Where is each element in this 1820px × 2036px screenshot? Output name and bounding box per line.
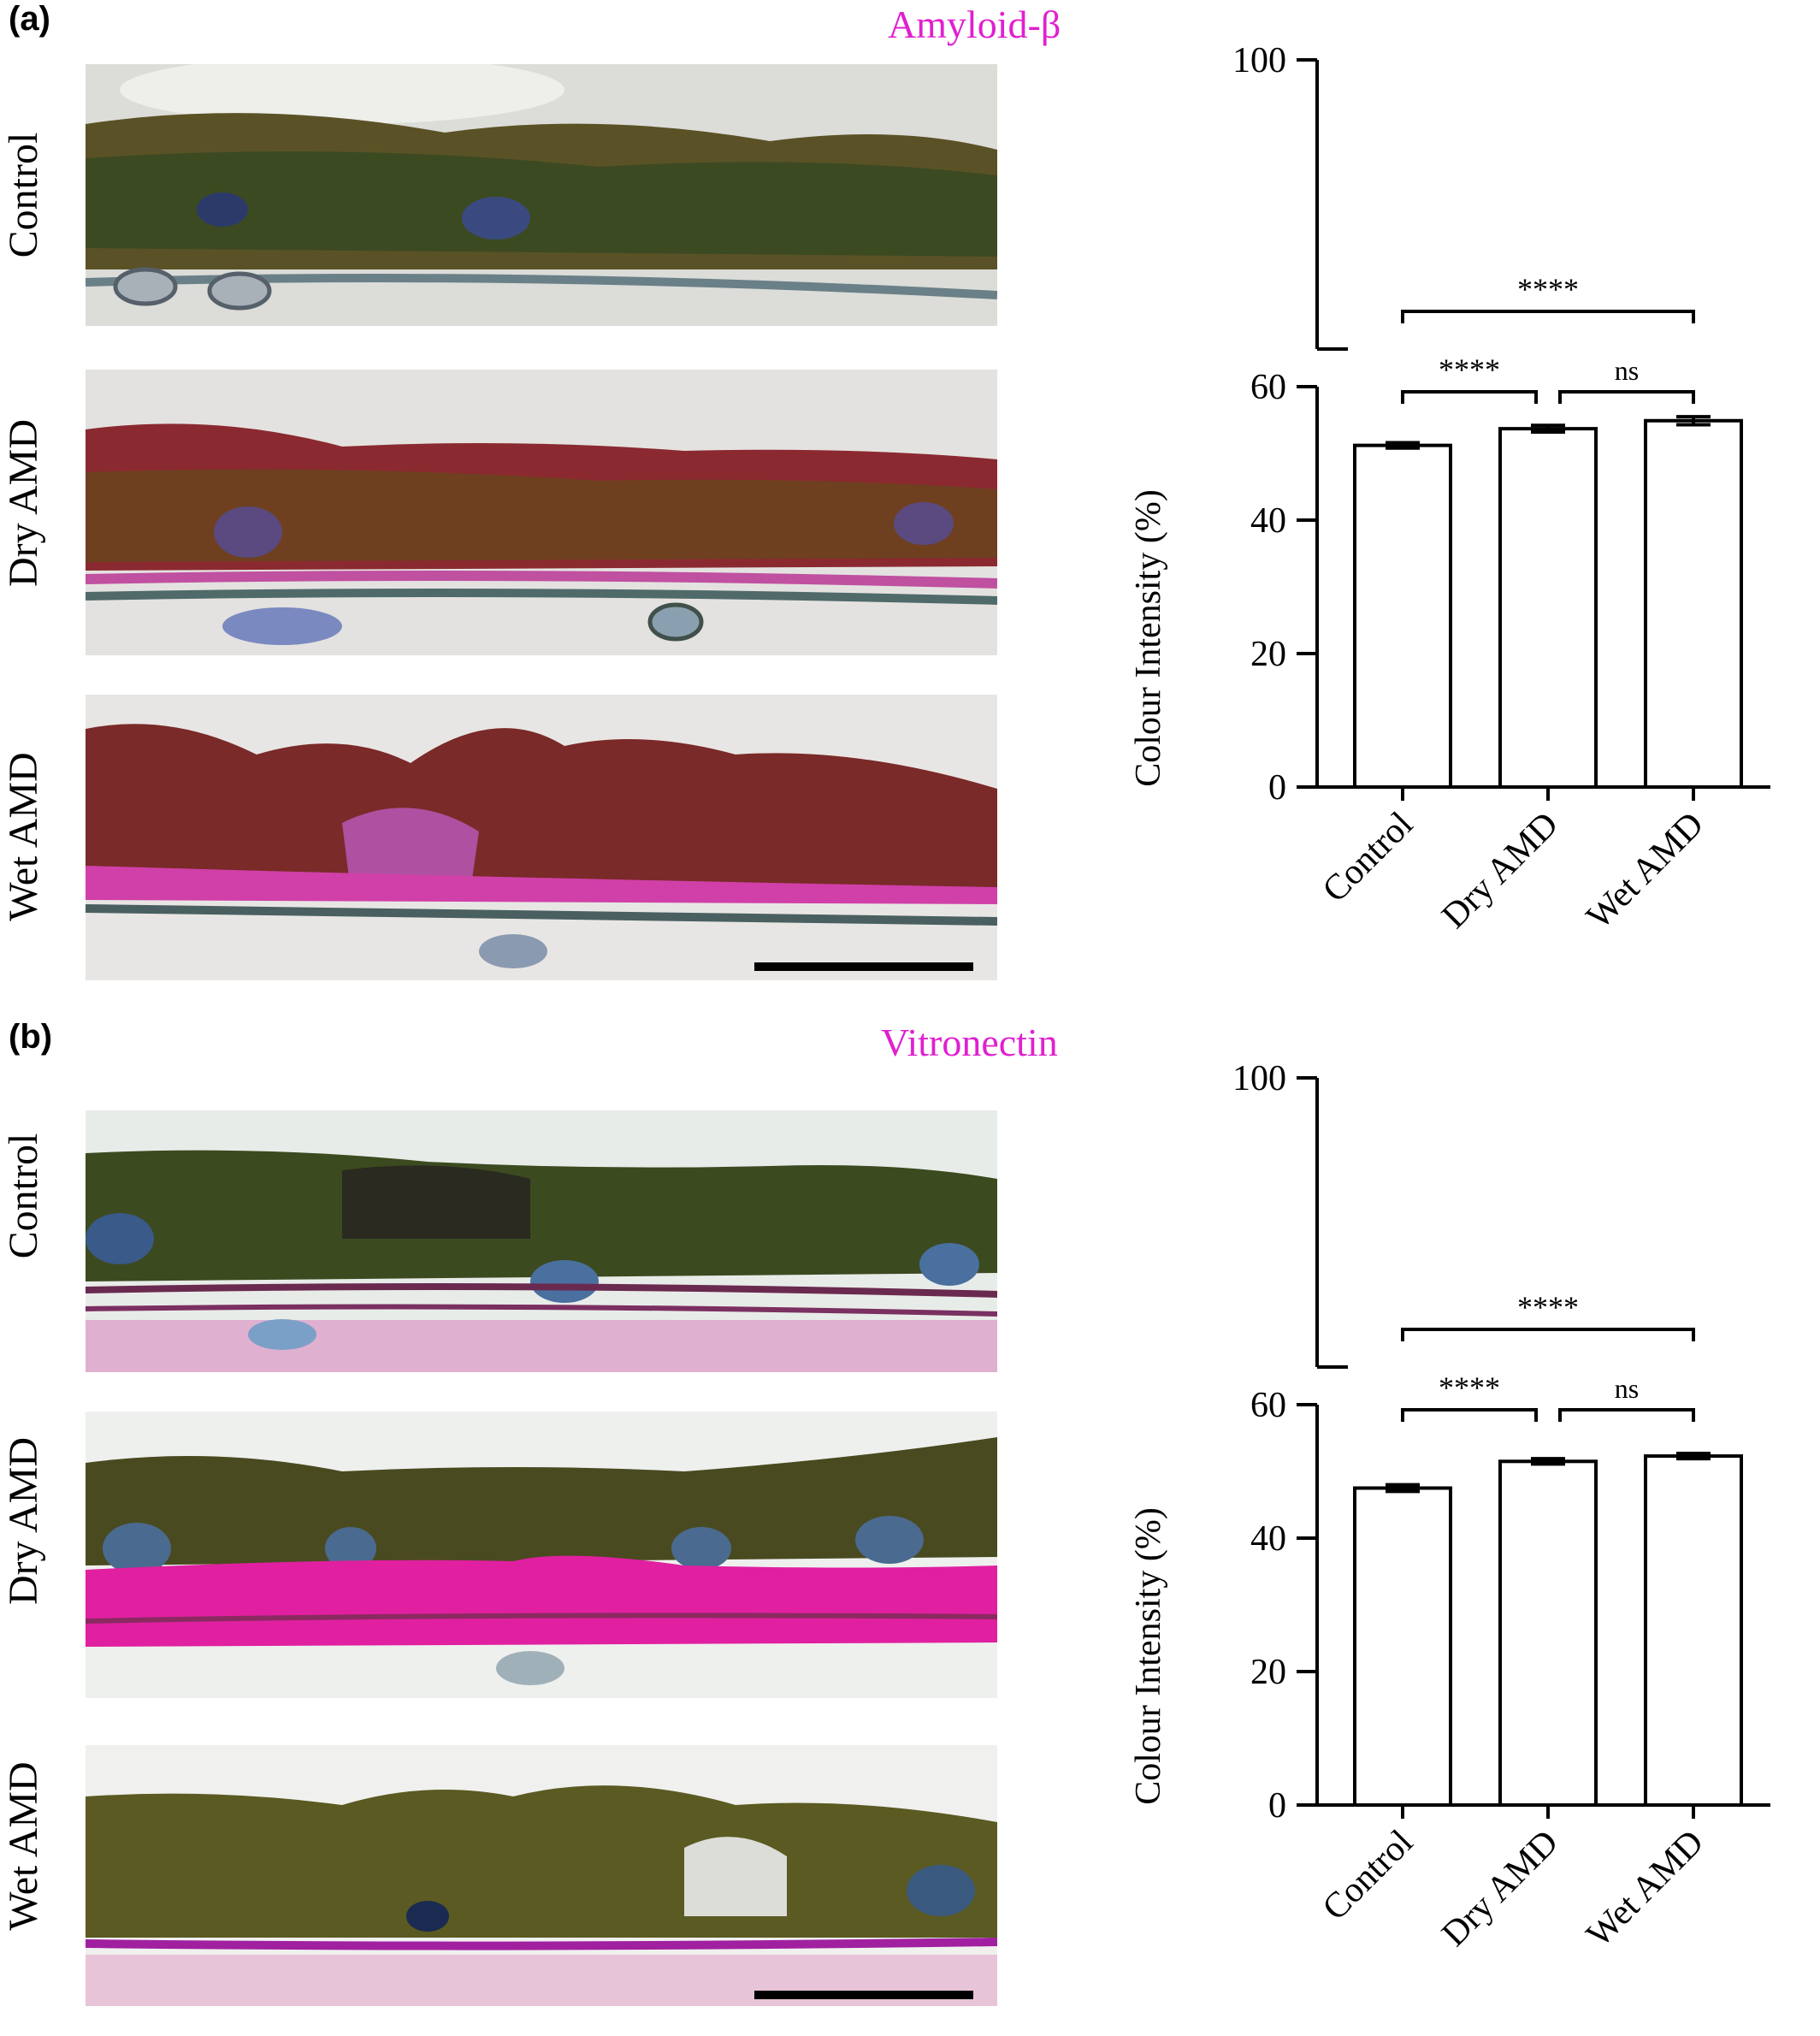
stain-label: Amyloid-β	[888, 3, 1061, 46]
panel-a: (a) Amyloid-β Control Dry AMD Wet AMD	[1, 0, 1820, 1009]
row-label-dry-amd: Dry AMD	[1, 1437, 46, 1606]
panel-label: (a)	[9, 0, 50, 38]
significance-label: ****	[1439, 1370, 1500, 1405]
significance-bracket	[1558, 390, 1695, 404]
significance-bracket	[1558, 1408, 1695, 1422]
x-tick-label: Dry AMD	[1434, 1823, 1566, 1955]
micrograph-control	[86, 1110, 997, 1372]
y-tick-label: 60	[1250, 1386, 1286, 1425]
significance-bracket	[1401, 390, 1538, 404]
row-label-wet-amd: Wet AMD	[1, 752, 46, 921]
panel-label: (b)	[9, 1018, 53, 1056]
bar	[1644, 1454, 1743, 1807]
y-tick-label: 0	[1268, 768, 1286, 808]
significance-bracket	[1401, 1408, 1538, 1422]
micrograph-wet-amd	[86, 1745, 997, 2006]
bar	[1353, 1486, 1452, 1807]
y-tick-label: 0	[1268, 1786, 1286, 1826]
micrograph-dry-amd	[86, 370, 997, 655]
x-tick-label: Wet AMD	[1579, 1823, 1711, 1956]
significance-label: ns	[1615, 355, 1639, 386]
y-tick-label: 20	[1250, 1653, 1286, 1692]
y-tick-label: 20	[1250, 635, 1286, 674]
y-tick-label: 60	[1250, 368, 1286, 407]
stain-label: Vitronectin	[881, 1021, 1058, 1064]
row-label-control: Control	[1, 132, 46, 258]
y-axis-label: Colour Intensity (%)	[1129, 489, 1168, 787]
scale-bar	[754, 1991, 973, 1999]
significance-label: ns	[1615, 1373, 1639, 1404]
bar-chart-b: 0 20 40 60 100 Colour Intensity (%) Control Dry…	[1103, 1052, 1820, 2027]
x-tick-label: Control	[1315, 805, 1421, 910]
x-tick-label: Wet AMD	[1579, 805, 1711, 938]
significance-label: ****	[1439, 352, 1500, 387]
panel-b: (b) Vitronectin Control Dry AMD Wet AMD	[0, 1018, 1820, 2036]
chart-svg-b: 0 20 40 60 100 Colour Intensity (%) Control Dry…	[1129, 1059, 1770, 1956]
y-tick-label: 40	[1250, 501, 1286, 541]
y-tick-label: 100	[1232, 1059, 1286, 1098]
row-label-control: Control	[1, 1133, 46, 1259]
micrograph-dry-amd	[86, 1412, 997, 1698]
y-tick-label: 40	[1250, 1519, 1286, 1559]
bar	[1644, 418, 1743, 789]
row-label-dry-amd: Dry AMD	[1, 419, 46, 588]
bar	[1498, 427, 1598, 789]
micrograph-control	[86, 64, 997, 326]
chart-svg-a: 0 20 40 60 100 Colour Intensity (%) Control Dry…	[1129, 41, 1770, 938]
bar	[1353, 443, 1452, 789]
significance-bracket	[1401, 310, 1695, 323]
significance-label: ****	[1517, 1290, 1579, 1324]
bar	[1498, 1459, 1598, 1807]
y-axis-label: Colour Intensity (%)	[1129, 1507, 1168, 1805]
x-tick-label: Dry AMD	[1434, 805, 1566, 937]
x-tick-label: Control	[1315, 1823, 1421, 1928]
y-tick-label: 100	[1232, 41, 1286, 80]
significance-bracket	[1401, 1328, 1695, 1341]
bar-chart-a: 0 20 40 60 100 Colour Intensity (%) Control Dry…	[1103, 34, 1820, 1009]
scale-bar	[754, 962, 973, 971]
significance-label: ****	[1517, 272, 1579, 306]
row-label-wet-amd: Wet AMD	[1, 1761, 46, 1931]
micrograph-wet-amd	[86, 695, 997, 980]
